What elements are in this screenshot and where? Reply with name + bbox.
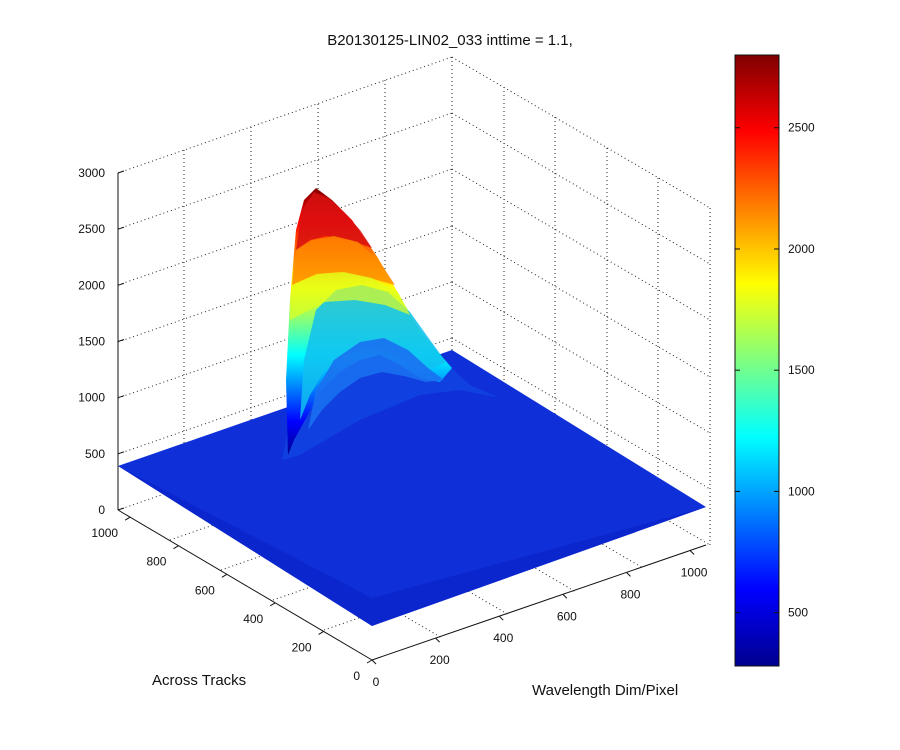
y-axis-label: Across Tracks bbox=[152, 672, 247, 689]
x-tick-label: 600 bbox=[557, 609, 577, 623]
x-tick-label: 1000 bbox=[681, 565, 708, 579]
colorbar-tick-label: 1000 bbox=[788, 484, 815, 498]
y-tick-mark bbox=[318, 630, 324, 635]
x-tick-mark bbox=[371, 659, 377, 665]
surface-band-cyan bbox=[300, 285, 446, 420]
z-tick-mark bbox=[117, 339, 125, 342]
x-tick-label: 400 bbox=[493, 631, 513, 645]
z-tick-label: 1500 bbox=[78, 335, 105, 349]
z-tick-mark bbox=[117, 226, 125, 230]
y-tick-label: 0 bbox=[353, 669, 360, 683]
x-tick-mark bbox=[562, 593, 568, 599]
colorbar-tick-label: 2500 bbox=[788, 121, 815, 135]
z-tick-mark bbox=[117, 451, 125, 455]
z-tick-mark bbox=[117, 507, 125, 511]
y-tick-label: 1000 bbox=[91, 526, 118, 540]
y-tick-label: 200 bbox=[292, 640, 312, 654]
y-tick-mark bbox=[221, 573, 228, 578]
z-tick-label: 3000 bbox=[78, 166, 105, 180]
surface-band-orange bbox=[292, 236, 395, 285]
chart-title: B20130125-LIN02_033 inttime = 1.1, bbox=[327, 32, 573, 49]
y-tick-mark bbox=[173, 545, 179, 550]
y-tick-mark bbox=[269, 602, 276, 607]
y-tick-label: 400 bbox=[243, 612, 263, 626]
z-tick-label: 0 bbox=[98, 503, 105, 517]
y-tick-mark bbox=[124, 516, 131, 521]
z-tick-label: 500 bbox=[85, 447, 105, 461]
surface-band-yellow bbox=[290, 272, 410, 320]
colorbar-gradient bbox=[734, 54, 780, 667]
z-tick-mark bbox=[117, 170, 125, 174]
x-tick-mark bbox=[498, 615, 504, 621]
y-tick-label: 600 bbox=[195, 583, 215, 597]
colorbar-tick-label: 1500 bbox=[788, 363, 815, 377]
surface bbox=[118, 188, 706, 626]
x-tick-mark bbox=[689, 550, 695, 555]
z-tick-mark bbox=[117, 395, 125, 399]
surface-band-red bbox=[296, 192, 372, 250]
x-tick-mark bbox=[435, 637, 440, 643]
y-tick-label: 800 bbox=[146, 555, 166, 569]
x-tick-label: 800 bbox=[620, 587, 640, 601]
surface-floor-shade bbox=[118, 466, 706, 626]
z-tick-label: 1000 bbox=[78, 391, 105, 405]
x-tick-label: 0 bbox=[373, 675, 380, 689]
colorbar: 500 1000 1500 2000 2500 bbox=[734, 54, 815, 667]
colorbar-tick-label: 2000 bbox=[788, 242, 815, 256]
wavelength-axis-ticks: 0 200 400 600 800 1000 bbox=[371, 550, 708, 689]
x-tick-label: 200 bbox=[430, 653, 450, 667]
x-axis-label: Wavelength Dim/Pixel bbox=[532, 682, 679, 699]
z-tick-mark bbox=[117, 282, 125, 286]
z-tick-label: 2500 bbox=[78, 222, 105, 236]
z-tick-label: 2000 bbox=[78, 278, 105, 292]
x-tick-mark bbox=[626, 572, 631, 577]
y-tick-mark bbox=[366, 659, 373, 664]
colorbar-ticks: 500 1000 1500 2000 2500 bbox=[735, 121, 815, 620]
surface-band-blue bbox=[308, 338, 444, 430]
colorbar-tick-label: 500 bbox=[788, 606, 808, 620]
z-axis-ticks: 0 500 1000 1500 2000 2500 3000 bbox=[78, 166, 125, 517]
across-track-axis-ticks: 0 200 400 600 800 1000 bbox=[91, 516, 373, 683]
